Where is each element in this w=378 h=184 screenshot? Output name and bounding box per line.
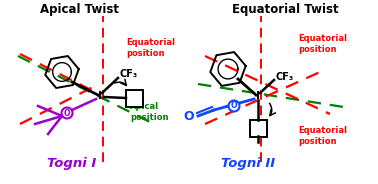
Text: Equatorial
position: Equatorial position [298, 126, 347, 146]
Text: Equatorial
position: Equatorial position [298, 34, 347, 54]
Circle shape [228, 100, 240, 112]
Text: O: O [184, 109, 194, 123]
Text: Equatorial
position: Equatorial position [126, 38, 175, 58]
Text: I: I [256, 91, 260, 101]
Text: Apical
position: Apical position [130, 102, 169, 122]
Text: Apical Twist: Apical Twist [40, 3, 119, 16]
Bar [249, 119, 266, 137]
Text: Togni II: Togni II [221, 157, 275, 170]
Text: I: I [98, 91, 102, 101]
Circle shape [62, 107, 73, 118]
Bar [125, 89, 143, 107]
Text: CF₃: CF₃ [120, 69, 138, 79]
Text: Togni I: Togni I [47, 157, 97, 170]
Text: CF₃: CF₃ [276, 72, 294, 82]
Text: O: O [64, 109, 70, 118]
Text: Equatorial Twist: Equatorial Twist [232, 3, 338, 16]
Text: O: O [231, 102, 237, 111]
